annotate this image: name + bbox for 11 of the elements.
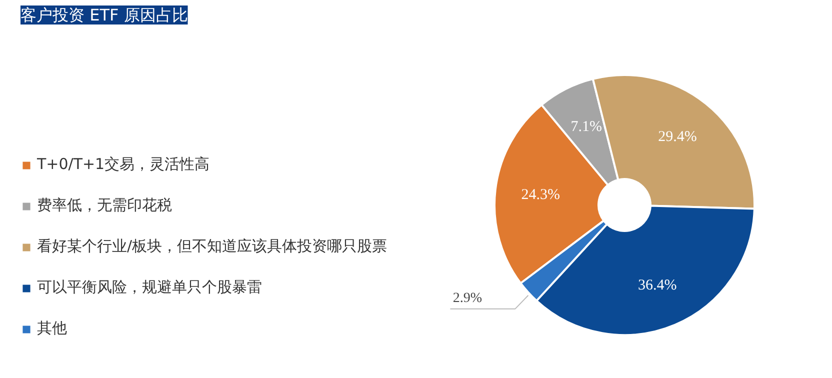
data-label: 2.9% (452, 291, 482, 306)
chart-title: 客户投资 ETF 原因占比 (20, 6, 188, 24)
data-label: 7.1% (570, 119, 602, 136)
legend-label: 可以平衡风险，规避单只个股暴雷 (37, 278, 262, 297)
data-label: 36.4% (638, 278, 677, 294)
legend-label: 费率低，无需印花税 (37, 196, 172, 215)
legend-label: T+0/T+1交易，灵活性高 (37, 155, 210, 174)
data-label: 24.3% (521, 186, 560, 203)
legend-label: 看好某个行业/板块，但不知道应该具体投资哪只股票 (37, 237, 388, 256)
data-label: 29.4% (658, 128, 697, 145)
legend-label: 其他 (37, 319, 67, 338)
